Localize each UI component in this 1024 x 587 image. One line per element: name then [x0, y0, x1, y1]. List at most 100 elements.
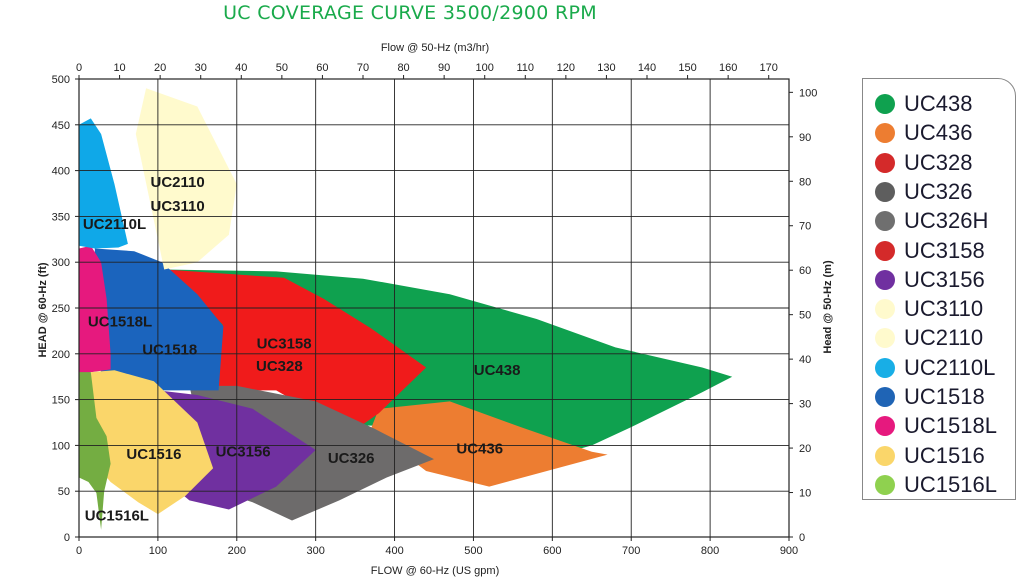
legend-swatch [875, 387, 895, 407]
legend-item: UC1516 [875, 442, 985, 470]
y-tick-label: 450 [52, 120, 70, 132]
x-tick-label: 900 [780, 545, 798, 557]
y-right-tick-label: 90 [799, 132, 811, 144]
x-top-tick-label: 20 [154, 62, 166, 74]
legend-item: UC438 [875, 90, 972, 118]
y-right-tick-label: 100 [799, 87, 817, 99]
x-tick-label: 200 [228, 545, 246, 557]
legend-label: UC436 [904, 120, 973, 146]
legend-swatch [875, 299, 895, 320]
y-tick-label: 150 [52, 395, 70, 407]
region-label: UC438 [474, 362, 521, 379]
x-tick-label: 800 [701, 545, 719, 557]
x-axis-title-top: Flow @ 50-Hz (m3/hr) [381, 42, 489, 54]
legend-item: UC1518 [875, 383, 985, 411]
y-tick-label: 50 [58, 486, 70, 498]
region-uc1516l [79, 372, 111, 530]
y-tick-label: 200 [52, 349, 70, 361]
x-top-tick-label: 80 [397, 62, 409, 74]
legend-item: UC2110L [875, 354, 995, 382]
legend-swatch [875, 123, 895, 144]
y-tick-label: 0 [64, 532, 70, 544]
legend-item: UC328 [875, 149, 972, 177]
y-tick-label: 500 [52, 74, 70, 86]
legend-swatch [875, 240, 895, 261]
region-uc1516 [90, 370, 214, 515]
x-top-tick-label: 70 [357, 62, 369, 74]
x-tick-label: 600 [543, 545, 561, 557]
legend-swatch [875, 152, 895, 173]
chart-title: UC COVERAGE CURVE 3500/2900 RPM [223, 2, 597, 24]
legend-item: UC3156 [875, 266, 985, 294]
x-top-tick-label: 170 [760, 62, 778, 74]
y-tick-label: 400 [52, 166, 70, 178]
legend-item: UC3110 [875, 295, 983, 323]
x-tick-label: 100 [149, 545, 167, 557]
legend-swatch [875, 211, 895, 232]
y-tick-label: 100 [52, 440, 70, 452]
y-tick-label: 350 [52, 211, 70, 223]
region-uc1518l [79, 245, 111, 374]
x-top-tick-label: 150 [678, 62, 696, 74]
region-uc2110 [135, 88, 237, 270]
y-right-tick-label: 40 [799, 354, 811, 366]
legend-label: UC3110 [904, 296, 984, 322]
x-top-tick-label: 100 [476, 62, 494, 74]
legend-swatch [875, 94, 895, 114]
x-top-tick-label: 0 [76, 62, 82, 74]
y-right-tick-label: 80 [799, 176, 811, 188]
legend-swatch [875, 357, 895, 378]
legend-swatch [875, 445, 895, 466]
region-label: UC1516L [85, 508, 149, 525]
y-right-tick-label: 60 [799, 265, 811, 277]
legend-item: UC1516L [875, 471, 997, 499]
y-tick-label: 300 [52, 257, 70, 269]
region-label: UC2110 [151, 174, 205, 191]
region-uc1518 [94, 248, 224, 391]
legend-item: UC326 [875, 178, 972, 206]
legend-label: UC2110L [904, 354, 996, 380]
legend-item: UC2110 [875, 324, 983, 352]
legend-item: UC1518L [875, 412, 997, 440]
region-label: UC326 [328, 450, 375, 467]
x-top-tick-label: 130 [597, 62, 615, 74]
grid-lines [79, 79, 789, 537]
x-tick-label: 0 [76, 545, 82, 557]
x-top-tick-label: 120 [557, 62, 575, 74]
legend-label: UC1516L [904, 471, 997, 497]
x-tick-label: 500 [464, 545, 482, 557]
region-label: UC436 [456, 441, 503, 458]
region-label: UC3158 [257, 335, 312, 352]
legend-label: UC326 [904, 178, 973, 204]
region-label: UC1516 [126, 446, 181, 463]
legend-item: UC3158 [875, 237, 985, 265]
x-top-tick-label: 160 [719, 62, 737, 74]
region-label: UC2110L [83, 216, 146, 233]
region-label: UC1518L [88, 313, 152, 330]
y-right-tick-label: 10 [799, 488, 811, 500]
legend-label: UC1518 [904, 384, 985, 409]
x-top-tick-label: 30 [195, 62, 207, 74]
region-labels: UC2110 UC3110 UC2110L UC1518L UC1518 UC3158 UC… [83, 174, 521, 524]
y-tick-label: 250 [52, 303, 70, 315]
y-axis-title-left: HEAD @ 60-Hz (ft) [37, 262, 49, 357]
legend-swatch [875, 181, 895, 202]
x-tick-label: 300 [306, 545, 324, 557]
x-axis-title-bottom: FLOW @ 60-Hz (US gpm) [371, 565, 500, 577]
legend-item: UC436 [875, 119, 972, 147]
x-top-tick-label: 40 [235, 62, 247, 74]
y-right-tick-label: 70 [799, 221, 811, 233]
legend-swatch [875, 474, 895, 495]
legend-label: UC3158 [904, 237, 985, 263]
legend-swatch [875, 328, 895, 349]
x-top-tick-label: 50 [276, 62, 288, 74]
legend-label: UC3156 [904, 266, 985, 292]
x-top-tick-label: 10 [113, 62, 125, 74]
axes: 0 100 200 300 400 500 600 700 800 900050100150200… [52, 62, 818, 557]
region-label: UC1518 [142, 342, 197, 359]
y-right-tick-label: 20 [799, 443, 811, 455]
region-label: UC3156 [216, 443, 271, 460]
x-tick-label: 400 [385, 545, 403, 557]
x-top-tick-label: 60 [316, 62, 328, 74]
